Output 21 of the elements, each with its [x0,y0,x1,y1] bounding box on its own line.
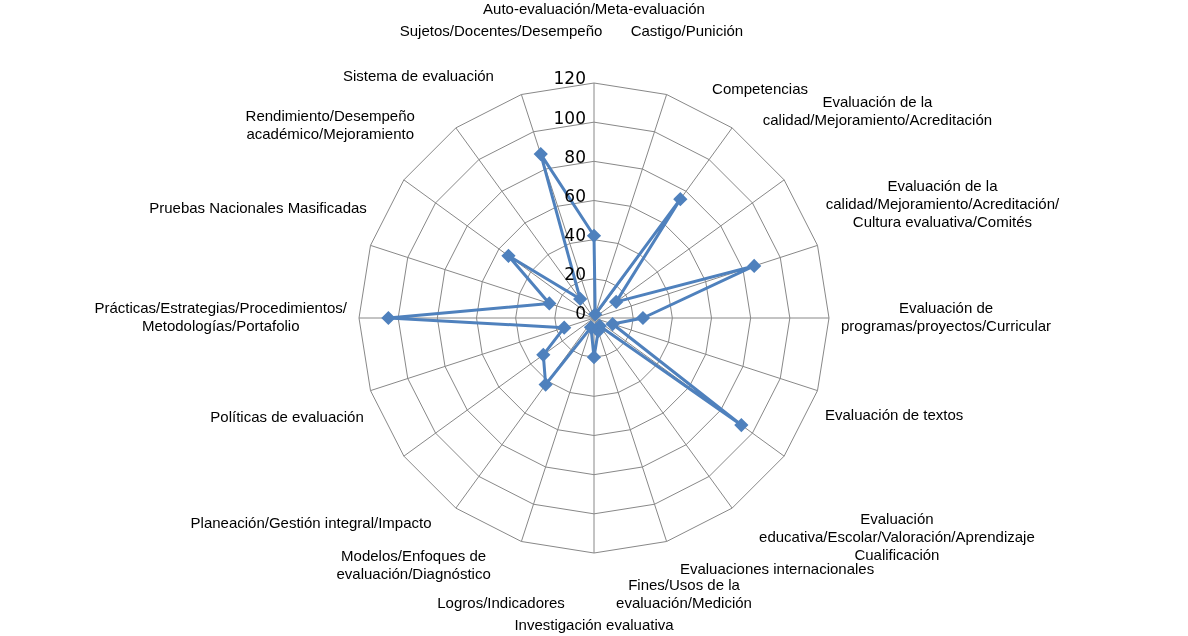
y-tick-label: 80 [564,146,586,167]
spoke-label: Evaluación de la calidad/Mejoramiento/Acreditación/ Cultura evaluativa/Comités [825,176,1060,230]
y-tick-label: 0 [575,303,586,324]
y-tick-label: 40 [564,225,586,246]
spoke-label: Modelos/Enfoques de evaluación/Diagnóstico [336,547,491,583]
spoke-label: Prácticas/Estrategias/Procedimientos/ Metodologías/Portafolio [94,299,348,335]
spoke-label: Sistema de evaluación [343,66,494,84]
spoke-label: Castigo/Punición [630,22,744,40]
y-tick-label: 100 [553,107,586,128]
spoke-label: Evaluación de programas/proyectos/Curricular [841,299,1052,335]
spoke-label: Logros/Indicadores [437,594,565,612]
spoke-label: Auto-evaluación/Meta-evaluación [483,0,705,18]
spoke-label: Sujetos/Docentes/Desempeño [399,22,603,40]
spoke-label: Fines/Usos de la evaluación/Medición [616,576,752,612]
spoke-label: Planeación/Gestión integral/Impacto [190,513,432,531]
y-tick-label: 120 [553,68,586,89]
spoke-label: Rendimiento/Desempeño académico/Mejoramiento [245,107,415,143]
spoke-label: Políticas de evaluación [210,407,364,425]
spoke-label: Pruebas Nacionales Masificadas [149,198,367,216]
spoke-label: Evaluación de textos [824,405,964,423]
spoke-label: Investigación evaluativa [514,616,675,634]
